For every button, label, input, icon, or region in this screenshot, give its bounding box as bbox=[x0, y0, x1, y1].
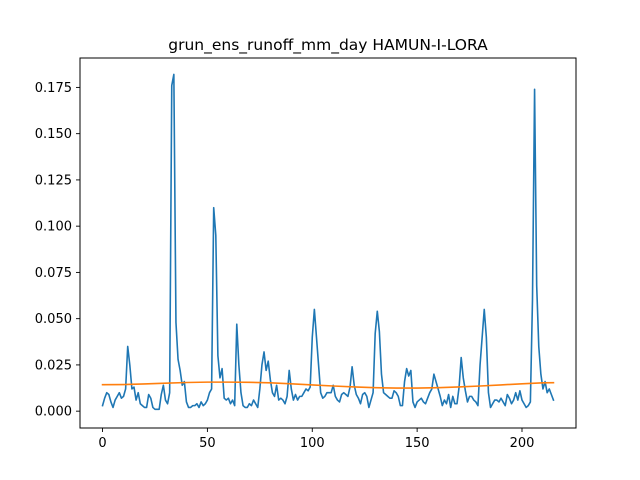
x-axis: 0 50 100 150 200 bbox=[98, 428, 534, 451]
y-tick-label: 0.100 bbox=[35, 220, 72, 235]
plot-area bbox=[101, 73, 555, 411]
x-tick-label: 100 bbox=[300, 436, 325, 451]
y-tick-label: 0.175 bbox=[35, 81, 72, 96]
x-tick-label: 50 bbox=[199, 436, 216, 451]
y-tick-label: 0.000 bbox=[35, 405, 72, 420]
y-tick-label: 0.075 bbox=[35, 266, 72, 281]
x-tick-label: 0 bbox=[98, 436, 106, 451]
x-tick-label: 150 bbox=[405, 436, 430, 451]
series-line-1 bbox=[101, 73, 555, 411]
y-axis: 0.000 0.025 0.050 0.075 0.100 0.125 0.150 0.175 bbox=[35, 81, 80, 420]
y-tick-label: 0.125 bbox=[35, 173, 72, 188]
y-tick-label: 0.050 bbox=[35, 312, 72, 327]
chart-title: grun_ens_runoff_mm_day HAMUN-I-LORA bbox=[168, 36, 488, 55]
series-line-2 bbox=[101, 381, 555, 389]
y-tick-label: 0.150 bbox=[35, 127, 72, 142]
y-tick-label: 0.025 bbox=[35, 358, 72, 373]
x-tick-label: 200 bbox=[510, 436, 535, 451]
axes-frame bbox=[79, 57, 577, 429]
